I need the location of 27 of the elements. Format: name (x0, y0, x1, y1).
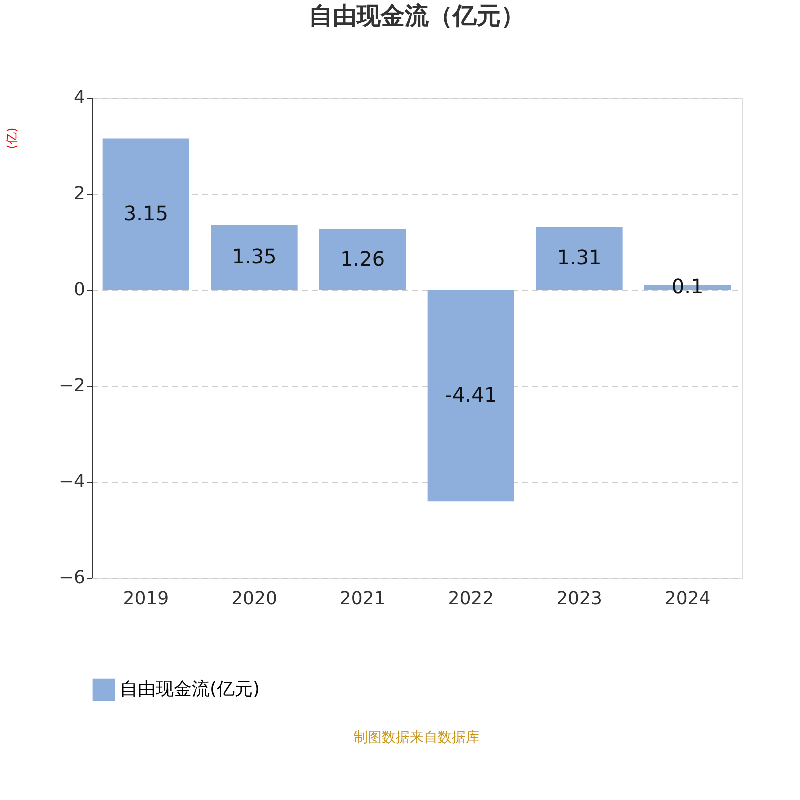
y-tick-label: 4 (74, 88, 86, 108)
data-label: 1.31 (557, 246, 602, 270)
data-label: 3.15 (124, 201, 168, 226)
data-label: -4.41 (445, 382, 498, 407)
x-tick-label: 2023 (556, 588, 602, 610)
bar (320, 230, 406, 290)
x-tick-label: 2020 (232, 588, 278, 610)
data-label: 0.1 (672, 274, 704, 299)
chart-title: 自由现金流（亿元） (309, 2, 525, 30)
text: 制图数据来自数据库 (354, 730, 480, 746)
bar (102, 138, 190, 290)
x-tick-label: 2019 (123, 588, 170, 610)
bar (211, 225, 298, 290)
y-tick-label: −6 (58, 568, 86, 588)
x-tick-label: 2024 (664, 588, 711, 610)
x-tick-label: 2022 (448, 588, 494, 610)
y-axis-title: (亿) (4, 128, 19, 150)
y-tick-label: −4 (58, 472, 86, 492)
y-tick-label: −2 (58, 376, 86, 396)
y-tick-label: 0 (74, 280, 86, 300)
bar (536, 227, 623, 290)
x-tick-label: 2021 (340, 588, 386, 610)
data-label: 1.26 (340, 246, 386, 271)
data-label: 1.35 (232, 244, 277, 269)
legend-label: 自由现金流(亿元) (120, 679, 260, 700)
bar (428, 290, 514, 502)
y-tick-label: 2 (74, 184, 86, 204)
